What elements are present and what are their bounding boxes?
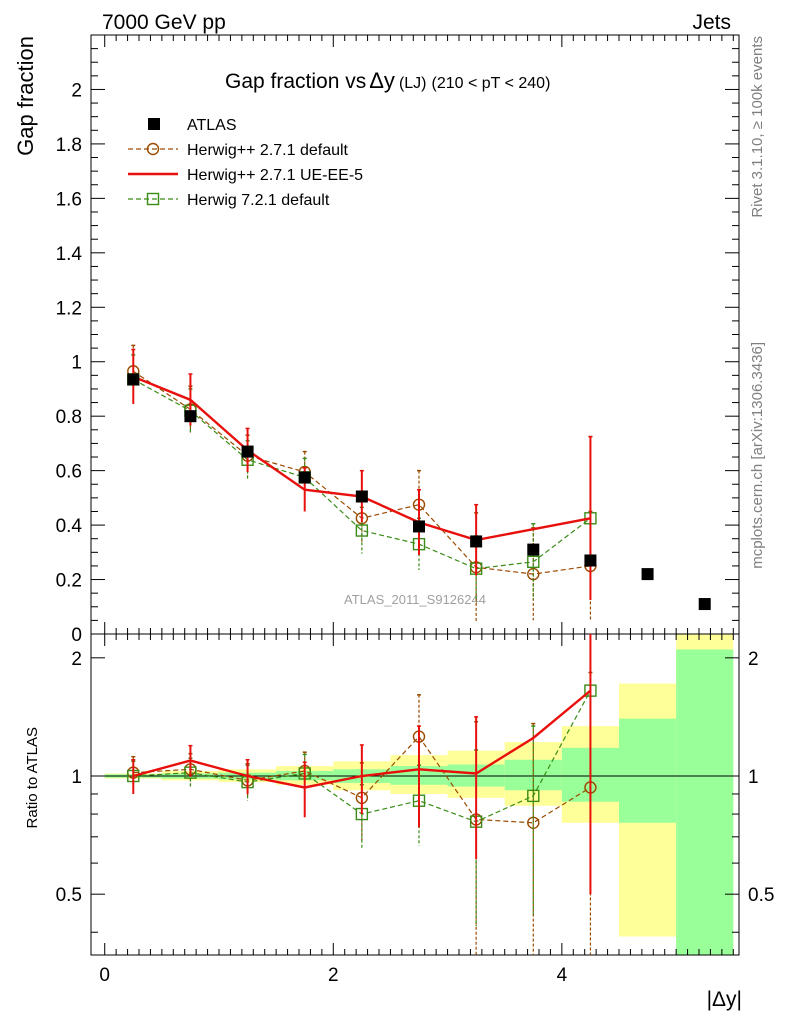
y-tick-label-right: 0.5 (748, 885, 774, 906)
x-tick-label: 0 (99, 965, 110, 986)
y-tick-label: 1.8 (56, 135, 82, 156)
header-jets-label: Jets (692, 11, 731, 34)
atlas-point (413, 520, 425, 533)
legend-label: Herwig++ 2.7.1 UE-EE-5 (187, 167, 363, 184)
legend-marker (148, 118, 160, 130)
legend-label: ATLAS (187, 117, 237, 134)
y-tick-label: 0.2 (56, 571, 82, 592)
atlas-point (584, 554, 597, 567)
bottom-xlabel: |Δy| (707, 988, 742, 1011)
legend-label: Herwig++ 2.7.1 default (187, 142, 349, 159)
bottom-frame (90, 633, 740, 956)
y-tick-label: 1 (71, 353, 82, 374)
y-tick-label: 1.2 (56, 298, 82, 319)
y-tick-label-right: 1 (748, 767, 759, 788)
y-tick-label: 1.4 (56, 244, 83, 265)
y-tick-label: 0.4 (56, 516, 83, 537)
y-tick-label: 0.8 (56, 407, 82, 428)
atlas-point (641, 568, 654, 581)
herwig7-default-point (355, 524, 369, 537)
bottom-axes: 0 2 4 0.5 0.5 1 1 2 2 (56, 633, 774, 986)
y-tick-label: 0.6 (56, 462, 82, 483)
top-data-marks (127, 344, 711, 622)
top-ylabel: Gap fraction (13, 36, 38, 156)
stat-uncertainty-band (676, 649, 734, 955)
chart-title: Gap fraction vs Δy (LJ) (210 < pT < 240) (225, 68, 550, 93)
herwig7-default-line (132, 378, 591, 570)
legend-label: Herwig 7.2.1 default (187, 192, 330, 209)
ratio-uncertainty-bands (91, 634, 739, 955)
legend: ATLAS Herwig++ 2.7.1 default Herwig++ 2.7.… (128, 117, 363, 209)
herwig7-default-point (527, 555, 540, 569)
atlas-point (298, 471, 311, 484)
herwig-ueee5-line (132, 689, 592, 789)
y-tick-label: 2 (71, 80, 82, 101)
y-tick-label: 2 (71, 649, 82, 670)
header-energy-label: 7000 GeV pp (102, 11, 226, 34)
legend-marker (146, 142, 160, 156)
mcplots-side-label: mcplots.cern.ch [arXiv:1306.3436] (749, 342, 766, 569)
rivet-side-label: Rivet 3.1.10, ≥ 100k events (749, 36, 766, 218)
herwig7-default-point (527, 789, 540, 803)
legend-marker (146, 192, 160, 206)
y-tick-label: 1.6 (56, 189, 82, 210)
atlas-point (698, 598, 711, 611)
atlas-point (241, 445, 254, 458)
stat-uncertainty-band (619, 718, 677, 823)
x-tick-label: 4 (557, 965, 568, 986)
ratio-data-marks (127, 634, 597, 955)
y-tick-label: 0 (71, 625, 82, 646)
y-tick-label: 1 (71, 767, 82, 788)
x-tick-label: 2 (328, 965, 339, 986)
y-tick-label-right: 2 (748, 649, 759, 670)
top-axes: 0 0.2 0.4 0.6 0.8 1 1.2 1.4 1.6 1.8 2 (56, 34, 740, 646)
bottom-ylabel: Ratio to ATLAS (24, 727, 41, 828)
atlas-point (470, 535, 483, 548)
analysis-watermark: ATLAS_2011_S9126244 (344, 592, 486, 607)
atlas-point (527, 543, 540, 556)
atlas-point (184, 410, 197, 423)
y-tick-label: 0.5 (56, 885, 82, 906)
atlas-point (355, 490, 368, 503)
atlas-point (127, 373, 140, 386)
